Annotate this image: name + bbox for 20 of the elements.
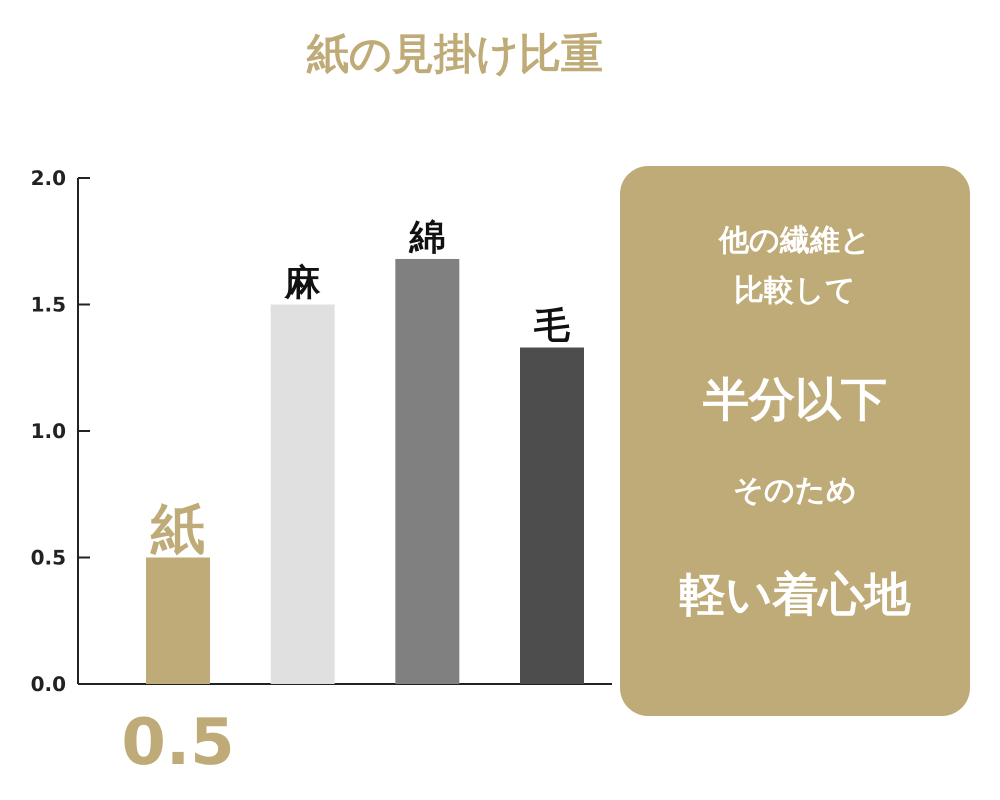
- text: 軽い着心地: [680, 567, 912, 621]
- text: 比較して: [734, 273, 856, 308]
- bar: [395, 258, 460, 684]
- bar: [146, 558, 210, 684]
- y-tick-label: 0.5: [30, 546, 66, 570]
- x-tick-label: 紙: [150, 498, 205, 560]
- data-label: 0.5: [121, 706, 235, 780]
- y-tick-label: 2.0: [30, 166, 66, 190]
- y-tick-label: 1.5: [30, 292, 66, 316]
- text: そのため: [733, 473, 857, 508]
- y-tick-label: 0.0: [30, 672, 66, 696]
- chart-title: 紙の見掛け比重: [306, 29, 603, 78]
- x-tick-label: 毛: [533, 306, 570, 347]
- text: 他の繊維と: [718, 223, 871, 258]
- bar: [520, 348, 584, 684]
- y-tick-label: 1.0: [30, 419, 66, 443]
- x-tick-label: 綿: [408, 216, 446, 258]
- text: 半分以下: [703, 372, 887, 426]
- bar: [270, 304, 335, 684]
- x-tick-label: 麻: [284, 262, 321, 304]
